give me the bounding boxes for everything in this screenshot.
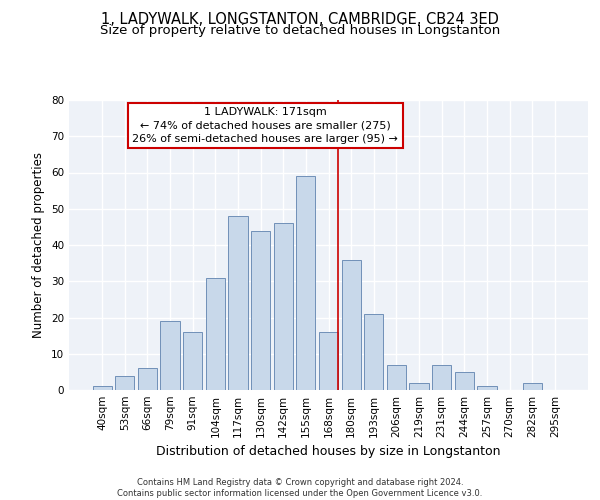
Text: Size of property relative to detached houses in Longstanton: Size of property relative to detached ho… bbox=[100, 24, 500, 37]
Bar bbox=[455, 372, 474, 390]
Bar bbox=[296, 176, 316, 390]
Bar bbox=[160, 321, 180, 390]
Bar bbox=[229, 216, 248, 390]
Bar bbox=[387, 364, 406, 390]
Bar bbox=[364, 314, 383, 390]
Bar bbox=[206, 278, 225, 390]
Bar bbox=[523, 383, 542, 390]
Bar bbox=[92, 386, 112, 390]
Bar bbox=[477, 386, 497, 390]
Bar bbox=[251, 230, 270, 390]
Text: 1 LADYWALK: 171sqm
← 74% of detached houses are smaller (275)
26% of semi-detach: 1 LADYWALK: 171sqm ← 74% of detached hou… bbox=[132, 108, 398, 144]
Bar bbox=[274, 223, 293, 390]
Y-axis label: Number of detached properties: Number of detached properties bbox=[32, 152, 46, 338]
Text: 1, LADYWALK, LONGSTANTON, CAMBRIDGE, CB24 3ED: 1, LADYWALK, LONGSTANTON, CAMBRIDGE, CB2… bbox=[101, 12, 499, 28]
Text: Contains HM Land Registry data © Crown copyright and database right 2024.
Contai: Contains HM Land Registry data © Crown c… bbox=[118, 478, 482, 498]
Bar bbox=[341, 260, 361, 390]
Bar bbox=[409, 383, 428, 390]
X-axis label: Distribution of detached houses by size in Longstanton: Distribution of detached houses by size … bbox=[156, 446, 501, 458]
Bar bbox=[115, 376, 134, 390]
Bar bbox=[432, 364, 451, 390]
Bar bbox=[183, 332, 202, 390]
Bar bbox=[138, 368, 157, 390]
Bar bbox=[319, 332, 338, 390]
